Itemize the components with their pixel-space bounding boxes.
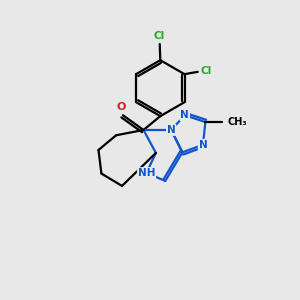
- Text: CH₃: CH₃: [227, 117, 247, 127]
- Text: NH: NH: [138, 168, 155, 178]
- Text: N: N: [180, 110, 189, 120]
- Text: N: N: [199, 140, 207, 150]
- Text: Cl: Cl: [154, 31, 165, 41]
- Text: N: N: [167, 125, 176, 135]
- Text: O: O: [116, 102, 125, 112]
- Text: Cl: Cl: [201, 66, 212, 76]
